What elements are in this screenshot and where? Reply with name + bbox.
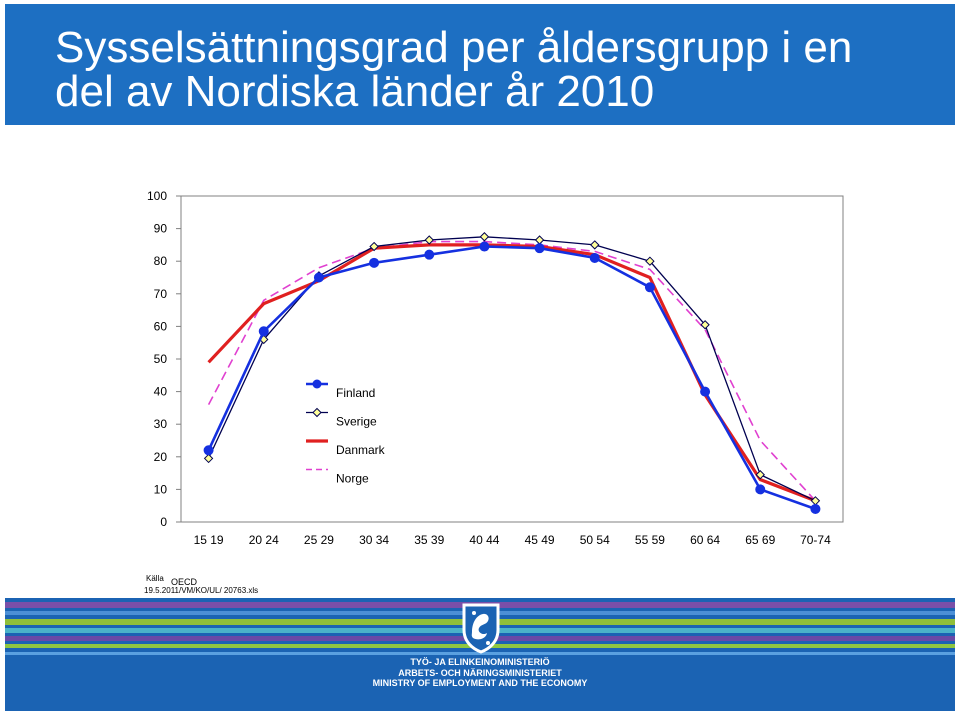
x-tick-label: 25 29 bbox=[304, 533, 334, 547]
source-value: OECD bbox=[171, 577, 198, 587]
data-point-sverige bbox=[479, 232, 490, 242]
x-tick-label: 55 59 bbox=[635, 533, 665, 547]
data-point-sverige bbox=[590, 240, 600, 250]
data-point-finland bbox=[313, 272, 324, 283]
data-point-finland bbox=[479, 241, 490, 252]
data-point-finland bbox=[424, 249, 435, 260]
x-tick-label: 35 39 bbox=[414, 533, 444, 547]
x-tick-label: 45 49 bbox=[525, 533, 555, 547]
legend-label-finland: Finland bbox=[336, 386, 375, 400]
data-point-sverige bbox=[645, 256, 655, 266]
series-line-norge bbox=[207, 240, 816, 502]
coat-of-arms-icon bbox=[462, 603, 500, 654]
data-point-finland bbox=[755, 484, 766, 495]
x-tick-label: 20 24 bbox=[249, 533, 279, 547]
data-point-finland bbox=[258, 326, 269, 337]
y-tick-label: 90 bbox=[154, 222, 168, 236]
y-tick-label: 70 bbox=[154, 287, 168, 301]
data-point-finland bbox=[644, 282, 655, 293]
ministry-name-en: MINISTRY OF EMPLOYMENT AND THE ECONOMY bbox=[372, 678, 588, 688]
y-tick-label: 100 bbox=[147, 189, 167, 203]
data-point-finland bbox=[534, 243, 545, 254]
data-point-finland bbox=[589, 252, 600, 263]
legend-label-sverige: Sverige bbox=[336, 415, 377, 429]
x-tick-label: 70-74 bbox=[800, 533, 831, 547]
y-tick-label: 0 bbox=[160, 515, 167, 529]
legend-marker-finland bbox=[312, 379, 322, 389]
x-tick-label: 15 19 bbox=[194, 533, 224, 547]
series-line-danmark bbox=[207, 243, 816, 503]
data-point-sverige bbox=[424, 235, 434, 245]
series-line-finland bbox=[207, 245, 816, 511]
title-bar: Sysselsättningsgrad per åldersgrupp i en… bbox=[5, 4, 955, 125]
data-point-sverige bbox=[700, 320, 710, 330]
footer-stripe bbox=[5, 652, 955, 655]
y-tick-label: 80 bbox=[154, 254, 168, 268]
data-point-sverige bbox=[534, 235, 545, 245]
source-label: Källa bbox=[146, 574, 164, 583]
y-tick-label: 50 bbox=[154, 352, 168, 366]
ministry-name-fi: TYÖ- JA ELINKEINOMINISTERIÖ bbox=[410, 657, 550, 667]
x-tick-label: 65 69 bbox=[745, 533, 775, 547]
legend-label-norge: Norge bbox=[336, 472, 369, 486]
y-tick-label: 30 bbox=[154, 417, 168, 431]
y-tick-label: 20 bbox=[154, 450, 168, 464]
page-title-line-1: Sysselsättningsgrad per åldersgrupp i en bbox=[55, 23, 853, 72]
legend-marker-sverige bbox=[312, 407, 322, 418]
data-point-sverige bbox=[369, 241, 379, 252]
y-tick-label: 40 bbox=[154, 385, 168, 399]
y-tick-label: 60 bbox=[154, 319, 168, 333]
data-point-sverige bbox=[203, 453, 214, 464]
x-tick-label: 40 44 bbox=[469, 533, 499, 547]
source-file-ref: 19.5.2011/VM/KO/UL/ 20763.xls bbox=[144, 586, 259, 595]
x-tick-label: 50 54 bbox=[580, 533, 610, 547]
page-title-line-2: del av Nordiska länder år 2010 bbox=[55, 67, 655, 116]
ministry-name-sv: ARBETS- OCH NÄRINGSMINISTERIET bbox=[398, 668, 562, 678]
legend-label-danmark: Danmark bbox=[336, 443, 386, 457]
data-point-finland bbox=[203, 445, 214, 456]
x-tick-label: 60 64 bbox=[690, 533, 720, 547]
ministry-footer: TYÖ- JA ELINKEINOMINISTERIÖ ARBETS- OCH … bbox=[5, 598, 955, 711]
data-point-finland bbox=[700, 386, 711, 397]
data-point-finland bbox=[369, 257, 380, 268]
x-tick-label: 30 34 bbox=[359, 533, 389, 547]
y-tick-label: 10 bbox=[154, 482, 168, 496]
data-point-sverige bbox=[755, 470, 765, 480]
data-point-finland bbox=[810, 503, 821, 514]
